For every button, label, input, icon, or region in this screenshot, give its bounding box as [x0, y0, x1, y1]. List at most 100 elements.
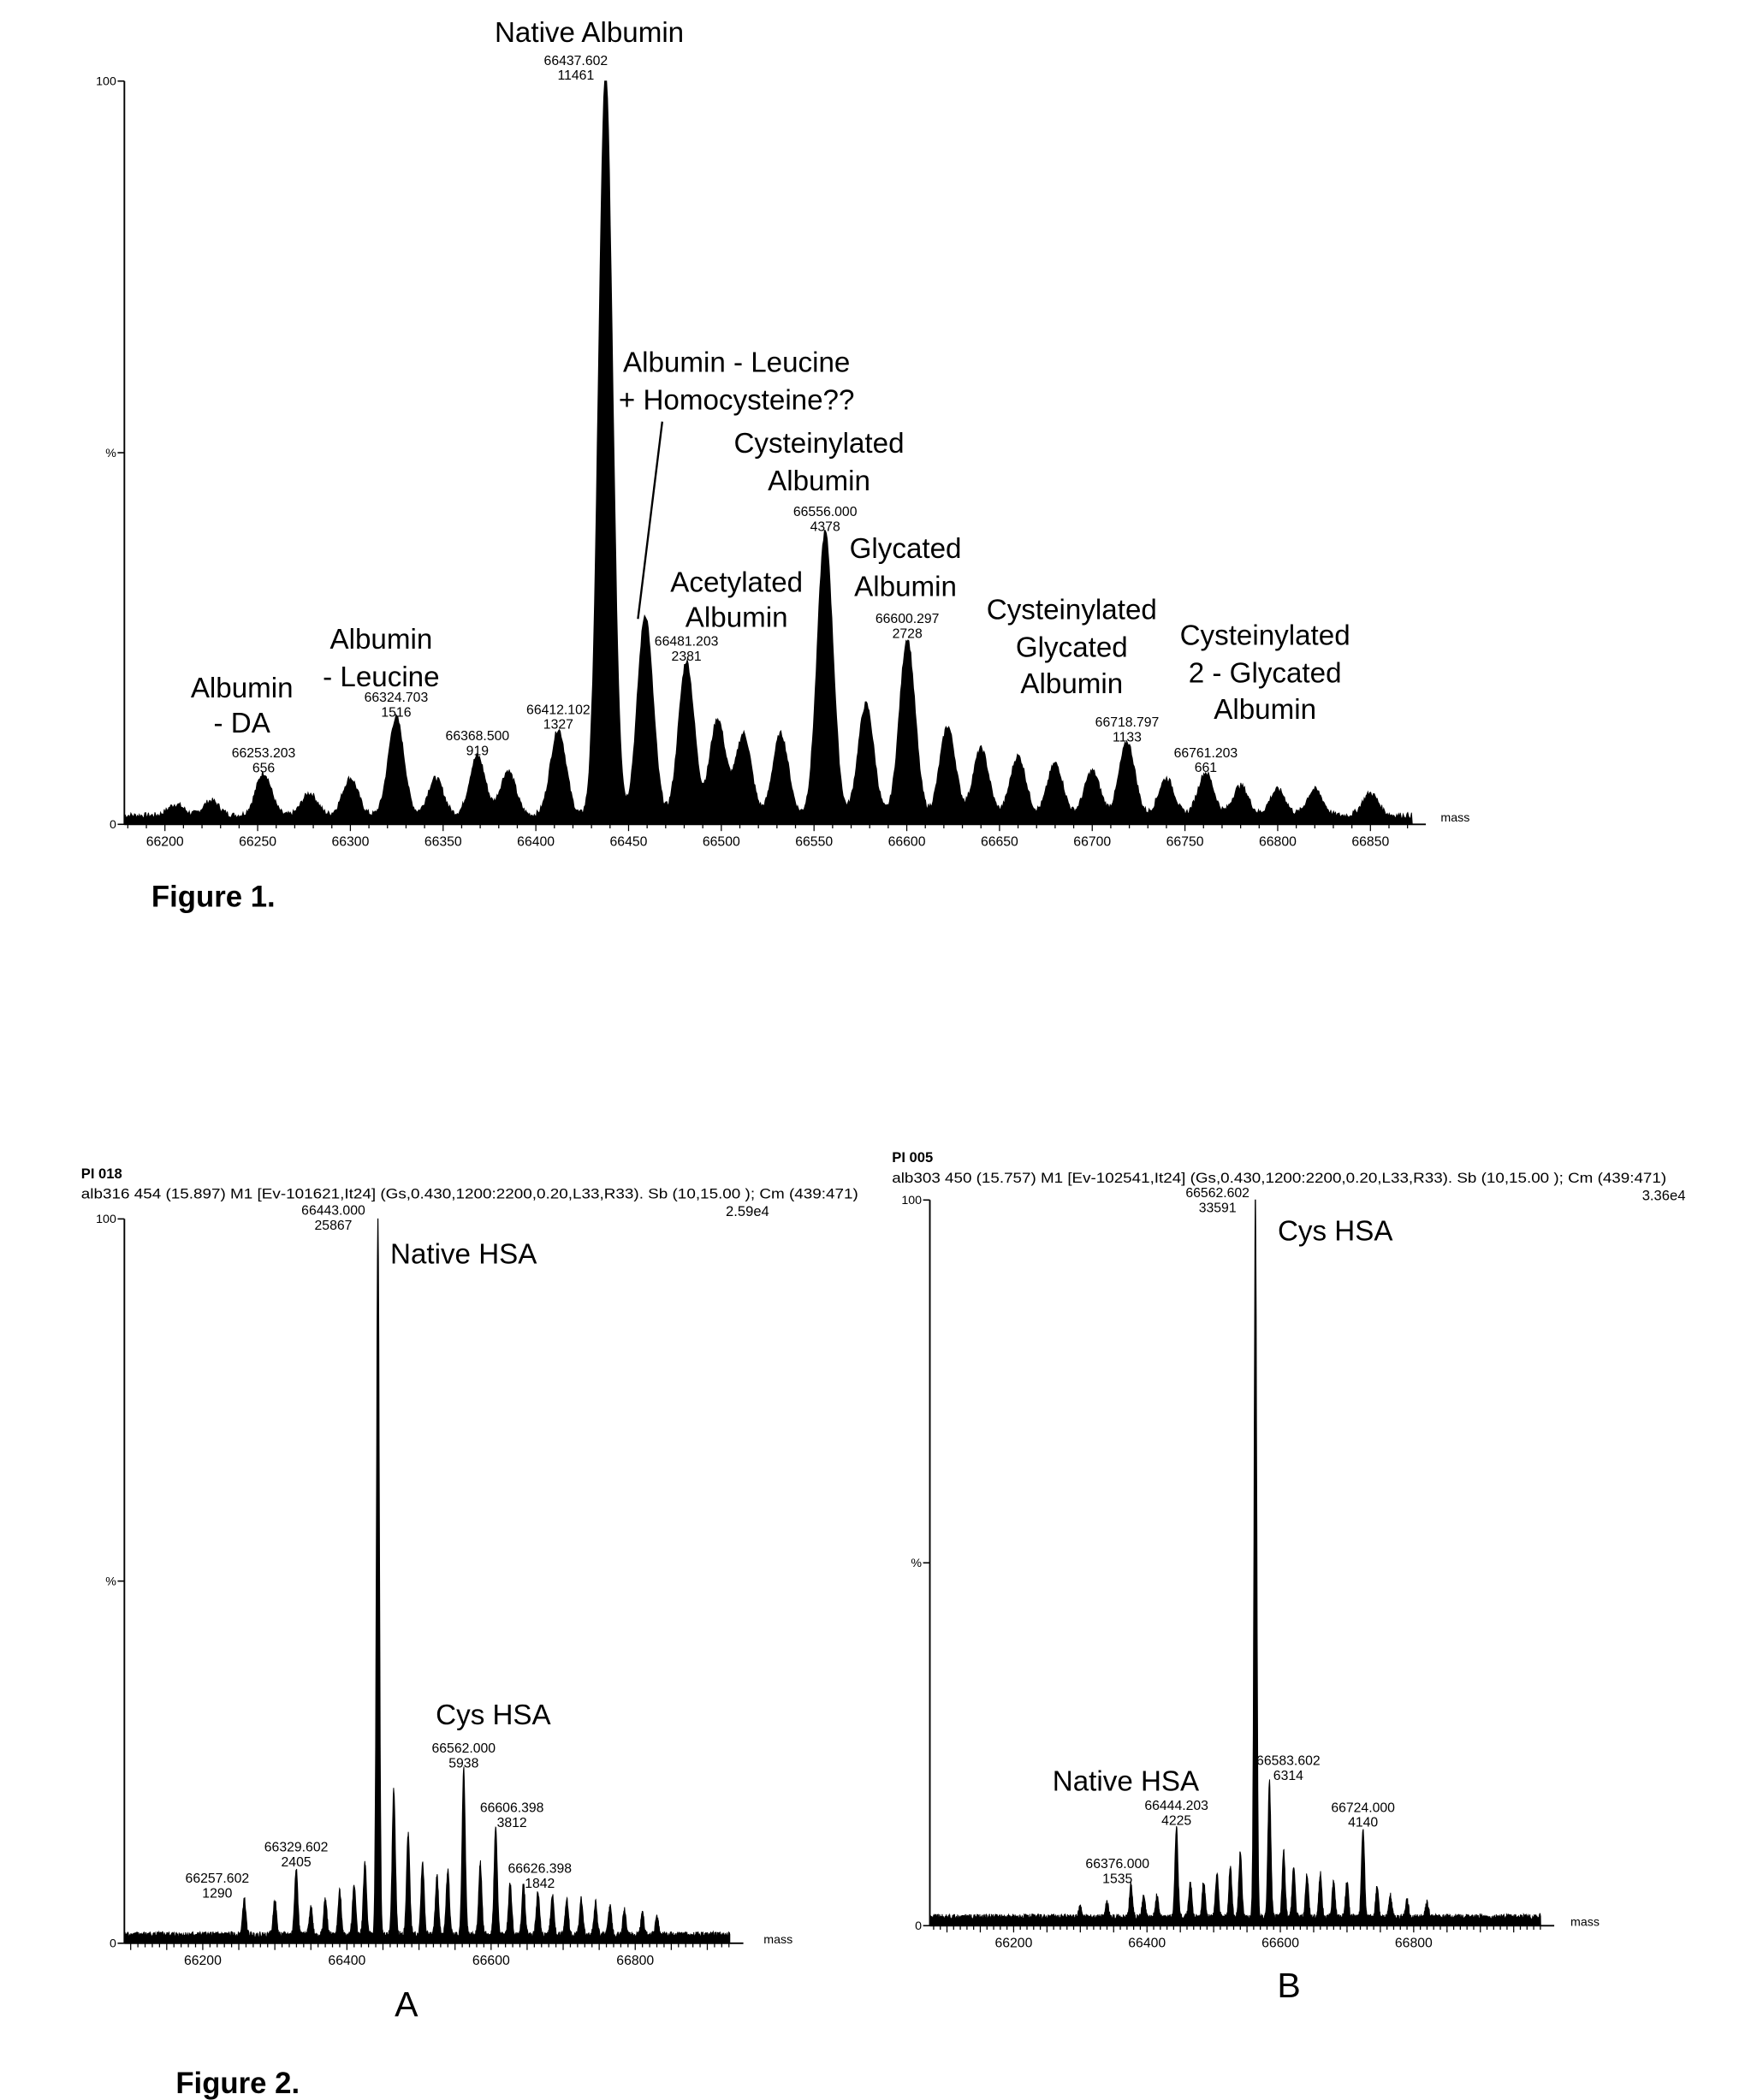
x-tick-label: 66650 — [981, 835, 1018, 850]
panel-a-header-info: alb316 454 (15.897) M1 [Ev-101621,It24] … — [81, 1186, 858, 1202]
peak-annotation: Cysteinylated — [733, 428, 904, 460]
y-tick-label: 100 — [901, 1194, 922, 1207]
peak-intensity-label: 4378 — [810, 519, 840, 534]
peak-intensity-label: 6314 — [1273, 1769, 1303, 1783]
panel-a-label: A — [395, 1984, 418, 2024]
panel-a-header-scale: 2.59e4 — [726, 1203, 769, 1219]
peak-annotation: Albumin — [191, 673, 294, 704]
x-axis-label: mass — [763, 1933, 792, 1947]
x-tick-label: 66500 — [703, 835, 740, 850]
y-tick-label: % — [105, 447, 116, 460]
panel-b-header-id: PI 005 — [892, 1149, 933, 1166]
peak-mass-label: 66606.398 — [480, 1801, 544, 1816]
spectrum-series — [123, 80, 1413, 825]
peak-mass-label: 66257.602 — [186, 1872, 250, 1886]
peak-annotation: Albumin - Leucine — [623, 347, 850, 378]
peak-intensity-label: 1516 — [381, 705, 411, 720]
x-tick-label: 66850 — [1351, 835, 1389, 850]
x-tick-label: 66400 — [328, 1954, 365, 1968]
peak-annotation: Acetylated — [670, 567, 803, 599]
peak-annotation: Albumin — [854, 571, 957, 602]
peak-intensity-label: 2728 — [893, 626, 923, 641]
peak-annotation: Albumin — [686, 602, 788, 634]
peak-intensity-label: 919 — [466, 744, 490, 759]
figure-2-caption: Figure 2. — [175, 2067, 300, 2100]
peak-intensity-label: 661 — [1195, 761, 1217, 775]
x-tick-label: 66600 — [1261, 1937, 1299, 1951]
peak-annotation: Cysteinylated — [987, 594, 1157, 626]
x-tick-label: 66600 — [472, 1954, 510, 1968]
figure-2b-chart: 100% 0 66200 66400 66600 66800 mass 66376.00015… — [901, 1186, 1600, 1950]
y-tick-label: % — [911, 1557, 922, 1570]
figure-1-chart: 100% 0 66200 66250 66300 66350 66400 66450 66500… — [96, 17, 1469, 850]
peak-annotation: Albumin — [329, 624, 432, 656]
peak-annotation: Cys HSA — [1278, 1216, 1393, 1248]
peak-intensity-label: 11461 — [558, 68, 595, 83]
peak-annotation: Glycated — [1016, 632, 1128, 663]
x-tick-label: 66200 — [994, 1937, 1032, 1951]
y-tick-label: % — [105, 1575, 116, 1588]
peak-intensity-label: 2381 — [672, 650, 702, 664]
x-tick-label: 66800 — [1259, 835, 1297, 850]
peak-mass-label: 66724.000 — [1331, 1800, 1395, 1815]
peak-annotation: 2 - Glycated — [1189, 657, 1342, 689]
x-tick-label: 66250 — [239, 835, 276, 850]
peak-annotation: Cys HSA — [436, 1700, 551, 1731]
figure-2a-chart: 100% 0 66200 66400 66600 66800 mass 66257.60212… — [96, 1204, 792, 1968]
spectrum-series — [123, 1218, 731, 1944]
peak-intensity-label: 1290 — [202, 1887, 232, 1901]
peak-intensity-label: 33591 — [1199, 1201, 1237, 1215]
annotation-leader-line — [637, 421, 664, 620]
peak-intensity-label: 5938 — [448, 1756, 478, 1771]
peak-intensity-label: 1133 — [1113, 730, 1142, 744]
x-tick-label: 66300 — [331, 835, 369, 850]
peak-mass-label: 66253.203 — [232, 746, 296, 761]
peak-mass-label: 66324.703 — [365, 691, 429, 705]
panel-b-header-info: alb303 450 (15.757) M1 [Ev-102541,It24] … — [892, 1170, 1666, 1186]
x-tick-label: 66350 — [424, 835, 462, 850]
peak-intensity-label: 1535 — [1102, 1872, 1132, 1886]
peak-annotation: Albumin — [1020, 668, 1123, 700]
peak-mass-label: 66368.500 — [446, 729, 510, 744]
x-tick-label: 66600 — [888, 835, 926, 850]
peak-mass-label: 66583.602 — [1256, 1753, 1321, 1768]
peak-mass-label: 66626.398 — [508, 1861, 572, 1876]
peak-annotation: Native HSA — [390, 1239, 537, 1271]
peak-mass-label: 66481.203 — [655, 634, 719, 649]
x-tick-label: 66200 — [184, 1954, 222, 1968]
panel-b-label: B — [1277, 1966, 1300, 2005]
x-tick-label: 66550 — [795, 835, 833, 850]
peak-intensity-label: 1842 — [525, 1877, 555, 1891]
peak-mass-label: 66556.000 — [793, 505, 858, 519]
peak-intensity-label: 4140 — [1348, 1816, 1378, 1830]
x-tick-label: 66450 — [610, 835, 648, 850]
peak-mass-label: 66562.000 — [432, 1741, 496, 1756]
peak-intensity-label: 2405 — [282, 1855, 312, 1870]
peak-mass-label: 66562.602 — [1185, 1186, 1249, 1201]
y-tick-label: 0 — [915, 1919, 922, 1933]
peak-mass-label: 66444.203 — [1144, 1799, 1208, 1813]
y-tick-label: 0 — [110, 1937, 116, 1951]
peak-annotation: - DA — [214, 708, 271, 739]
peak-mass-label: 66718.797 — [1095, 715, 1160, 730]
x-tick-label: 66800 — [1395, 1937, 1433, 1951]
x-tick-label: 66750 — [1166, 835, 1204, 850]
peak-mass-label: 66443.000 — [301, 1204, 365, 1219]
y-tick-label: 100 — [96, 74, 116, 88]
peak-intensity-label: 25867 — [315, 1219, 353, 1233]
panel-b-header-scale: 3.36e4 — [1642, 1187, 1686, 1203]
peak-intensity-label: 1327 — [543, 718, 573, 733]
peak-mass-label: 66412.102 — [526, 703, 591, 717]
peak-annotation: - Leucine — [323, 661, 439, 693]
y-tick-label: 100 — [96, 1213, 116, 1226]
peak-annotation: Albumin — [1214, 694, 1316, 726]
peak-annotation: Cysteinylated — [1180, 620, 1350, 651]
peak-annotation: Glycated — [850, 533, 962, 565]
peak-intensity-label: 3812 — [497, 1816, 527, 1830]
peak-mass-label: 66329.602 — [264, 1841, 329, 1855]
peak-mass-label: 66437.602 — [544, 54, 608, 68]
peak-mass-label: 66600.297 — [876, 612, 940, 626]
x-tick-label: 66800 — [616, 1954, 654, 1968]
y-tick-label: 0 — [110, 818, 116, 832]
